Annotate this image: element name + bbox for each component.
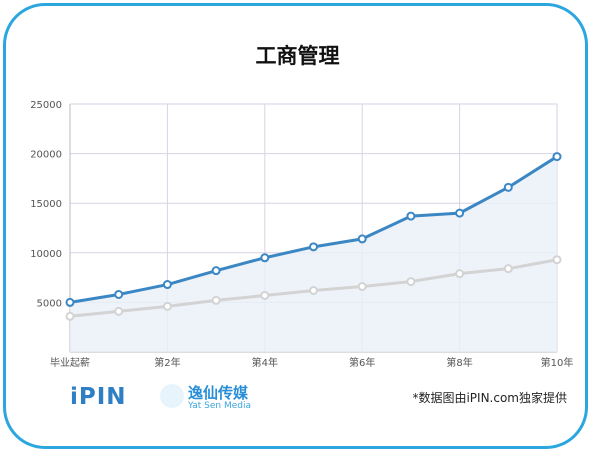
x-tick-label: 第6年 [349, 356, 375, 369]
data-point [162, 301, 172, 311]
x-tick-label: 第8年 [446, 356, 472, 369]
y-tick-label: 5000 [37, 298, 62, 309]
x-axis-ticks: 毕业起薪 第2年 第4年 第6年 第8年 第10年 [50, 356, 573, 369]
area-main [70, 156, 557, 352]
y-tick-label: 15000 [30, 199, 62, 210]
data-point [211, 266, 221, 276]
y-tick-label: 25000 [30, 100, 62, 111]
data-point [552, 152, 562, 162]
data-point [309, 285, 318, 295]
data-point [309, 242, 318, 252]
data-point [114, 289, 124, 299]
data-point [455, 269, 465, 279]
media-subtitle: Yat Sen Media [188, 401, 252, 411]
data-point [406, 211, 416, 221]
data-point [552, 255, 562, 265]
media-name: 逸仙传媒 [188, 384, 249, 402]
x-tick-label: 第10年 [541, 356, 574, 369]
media-emblem-icon [160, 384, 184, 408]
data-point [406, 277, 416, 287]
y-tick-label: 10000 [30, 249, 62, 260]
data-point [65, 311, 75, 321]
data-point [162, 280, 172, 290]
data-point [455, 208, 465, 218]
data-point [357, 234, 367, 244]
area-fills [70, 156, 557, 352]
yat-sen-media-logo: 逸仙传媒 Yat Sen Media [160, 382, 270, 414]
data-point [114, 306, 124, 316]
y-axis-ticks: 5000 10000 15000 20000 25000 [30, 100, 62, 309]
data-point [260, 290, 270, 300]
x-tick-label: 第2年 [154, 356, 180, 369]
y-tick-label: 20000 [30, 150, 62, 161]
chart-title: 工商管理 [255, 44, 340, 68]
data-point [260, 253, 270, 263]
ipin-logo: iPIN [70, 384, 127, 410]
data-point [65, 297, 75, 307]
x-tick-label: 毕业起薪 [50, 356, 90, 369]
data-point [211, 295, 221, 305]
data-point [503, 264, 513, 274]
series-points [65, 152, 562, 321]
data-point [503, 182, 513, 192]
x-tick-label: 第4年 [252, 356, 278, 369]
data-point [357, 282, 367, 292]
source-note: *数据图由iPIN.com独家提供 [412, 391, 567, 405]
